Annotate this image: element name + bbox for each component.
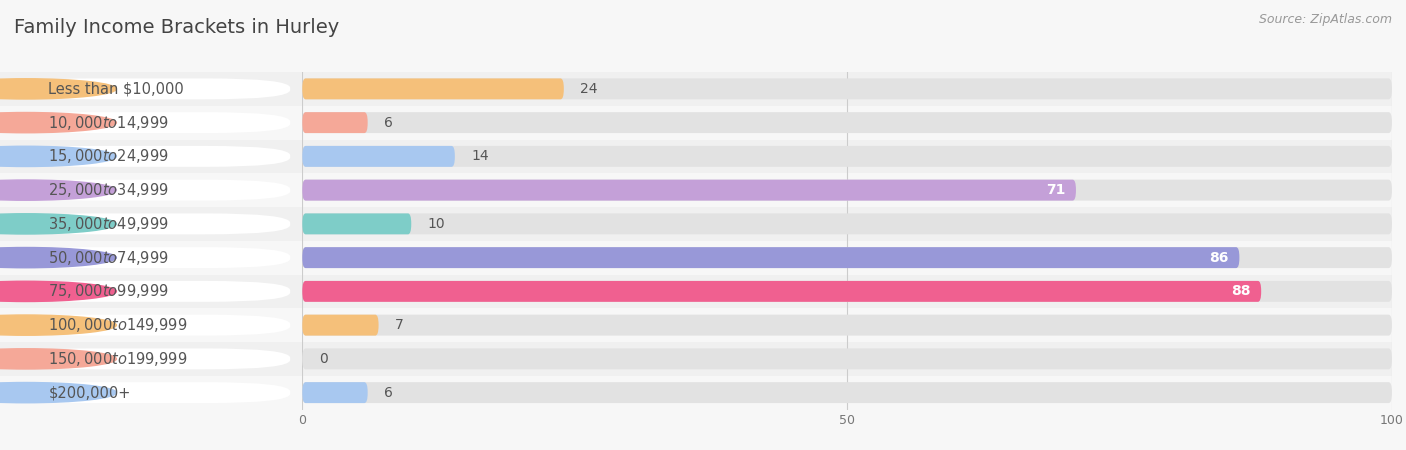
FancyBboxPatch shape (8, 78, 290, 99)
FancyBboxPatch shape (302, 112, 368, 133)
Bar (0, 106, 302, 140)
Bar (0, 207, 302, 241)
FancyBboxPatch shape (302, 78, 564, 99)
Bar (302, 308, 1392, 342)
Text: 7: 7 (395, 318, 404, 332)
FancyBboxPatch shape (302, 382, 1392, 403)
Text: 6: 6 (384, 116, 392, 130)
Text: $50,000 to $74,999: $50,000 to $74,999 (48, 248, 169, 266)
Circle shape (0, 315, 117, 335)
Text: 10: 10 (427, 217, 446, 231)
Bar (0, 241, 302, 274)
Text: 86: 86 (1209, 251, 1229, 265)
FancyBboxPatch shape (8, 213, 290, 234)
Text: $35,000 to $49,999: $35,000 to $49,999 (48, 215, 169, 233)
FancyBboxPatch shape (8, 247, 290, 268)
Bar (0, 274, 302, 308)
FancyBboxPatch shape (302, 315, 378, 336)
Text: $100,000 to $149,999: $100,000 to $149,999 (48, 316, 188, 334)
Circle shape (0, 214, 117, 234)
Circle shape (0, 146, 117, 166)
Text: 71: 71 (1046, 183, 1066, 197)
FancyBboxPatch shape (302, 180, 1392, 201)
FancyBboxPatch shape (302, 382, 368, 403)
Circle shape (0, 382, 117, 403)
FancyBboxPatch shape (302, 180, 1076, 201)
Circle shape (0, 180, 117, 200)
FancyBboxPatch shape (302, 213, 412, 234)
Text: 24: 24 (581, 82, 598, 96)
Text: 0: 0 (319, 352, 328, 366)
Text: $75,000 to $99,999: $75,000 to $99,999 (48, 283, 169, 301)
FancyBboxPatch shape (8, 180, 290, 201)
FancyBboxPatch shape (302, 146, 456, 167)
FancyBboxPatch shape (302, 281, 1261, 302)
Bar (0, 140, 302, 173)
Circle shape (0, 281, 117, 302)
Bar (0, 342, 302, 376)
Text: $200,000+: $200,000+ (48, 385, 131, 400)
Bar (302, 140, 1392, 173)
FancyBboxPatch shape (8, 112, 290, 133)
FancyBboxPatch shape (302, 247, 1240, 268)
FancyBboxPatch shape (8, 146, 290, 167)
FancyBboxPatch shape (302, 213, 1392, 234)
Text: $15,000 to $24,999: $15,000 to $24,999 (48, 148, 169, 166)
FancyBboxPatch shape (8, 281, 290, 302)
Bar (302, 106, 1392, 140)
Text: 6: 6 (384, 386, 392, 400)
Bar (0, 173, 302, 207)
Text: $10,000 to $14,999: $10,000 to $14,999 (48, 113, 169, 131)
Bar (0, 72, 302, 106)
FancyBboxPatch shape (302, 281, 1392, 302)
Text: Less than $10,000: Less than $10,000 (48, 81, 184, 96)
FancyBboxPatch shape (302, 247, 1392, 268)
Circle shape (0, 79, 117, 99)
FancyBboxPatch shape (302, 146, 1392, 167)
Bar (302, 72, 1392, 106)
Bar (302, 376, 1392, 410)
Circle shape (0, 248, 117, 268)
Bar (302, 342, 1392, 376)
Bar (302, 274, 1392, 308)
Text: $25,000 to $34,999: $25,000 to $34,999 (48, 181, 169, 199)
Bar (0, 308, 302, 342)
FancyBboxPatch shape (302, 315, 1392, 336)
Bar (302, 241, 1392, 274)
Bar (302, 173, 1392, 207)
Text: 14: 14 (471, 149, 489, 163)
Circle shape (0, 112, 117, 133)
FancyBboxPatch shape (302, 112, 1392, 133)
Circle shape (0, 349, 117, 369)
Text: $150,000 to $199,999: $150,000 to $199,999 (48, 350, 188, 368)
FancyBboxPatch shape (302, 78, 1392, 99)
Bar (302, 207, 1392, 241)
FancyBboxPatch shape (302, 348, 1392, 369)
FancyBboxPatch shape (8, 315, 290, 336)
Bar (0, 376, 302, 410)
FancyBboxPatch shape (8, 382, 290, 403)
Text: Family Income Brackets in Hurley: Family Income Brackets in Hurley (14, 18, 339, 37)
FancyBboxPatch shape (8, 348, 290, 369)
Text: Source: ZipAtlas.com: Source: ZipAtlas.com (1258, 14, 1392, 27)
Text: 88: 88 (1230, 284, 1250, 298)
